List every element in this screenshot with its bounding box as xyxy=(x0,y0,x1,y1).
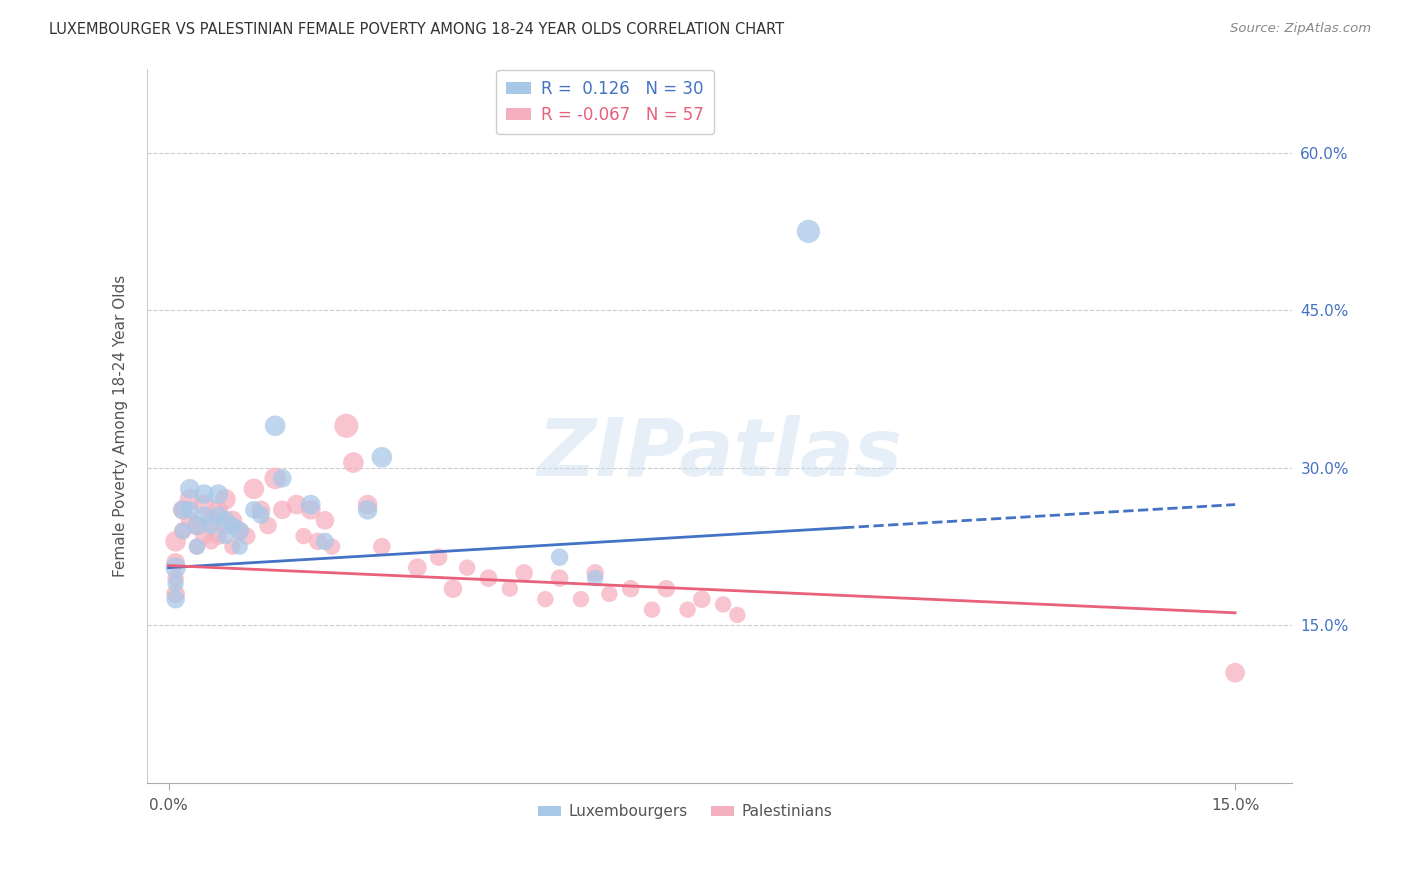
Point xyxy=(598,587,620,601)
Point xyxy=(569,592,592,607)
Point xyxy=(186,518,208,533)
Point xyxy=(221,513,243,527)
Point xyxy=(342,456,364,470)
Point xyxy=(193,529,215,543)
Point xyxy=(243,482,266,496)
Point xyxy=(165,571,187,585)
Point xyxy=(797,224,820,238)
Point xyxy=(172,503,194,517)
Point xyxy=(583,571,606,585)
Point xyxy=(165,592,187,607)
Point xyxy=(207,508,229,522)
Point xyxy=(356,498,378,512)
Point xyxy=(406,560,429,574)
Point xyxy=(193,487,215,501)
Point xyxy=(257,518,280,533)
Point xyxy=(172,524,194,538)
Point xyxy=(477,571,499,585)
Point xyxy=(250,503,273,517)
Point xyxy=(513,566,536,580)
Point xyxy=(641,602,664,616)
Point xyxy=(307,534,329,549)
Point xyxy=(243,503,266,517)
Point xyxy=(271,503,294,517)
Point xyxy=(214,518,236,533)
Point xyxy=(179,513,201,527)
Point xyxy=(179,492,201,507)
Point xyxy=(711,598,734,612)
Point xyxy=(214,492,236,507)
Point xyxy=(200,518,222,533)
Point xyxy=(676,602,699,616)
Point xyxy=(456,560,478,574)
Point xyxy=(371,450,394,465)
Y-axis label: Female Poverty Among 18-24 Year Olds: Female Poverty Among 18-24 Year Olds xyxy=(114,275,128,577)
Point xyxy=(264,418,287,433)
Point xyxy=(165,555,187,569)
Point xyxy=(725,607,748,622)
Point xyxy=(186,540,208,554)
Point xyxy=(221,540,243,554)
Text: Source: ZipAtlas.com: Source: ZipAtlas.com xyxy=(1230,22,1371,36)
Point xyxy=(271,471,294,485)
Point xyxy=(165,587,187,601)
Point xyxy=(200,534,222,549)
Point xyxy=(356,503,378,517)
Point xyxy=(314,513,336,527)
Point xyxy=(186,518,208,533)
Text: ZIPatlas: ZIPatlas xyxy=(537,416,903,493)
Point xyxy=(371,540,394,554)
Point xyxy=(264,471,287,485)
Point xyxy=(655,582,678,596)
Point xyxy=(1223,665,1246,680)
Point xyxy=(172,524,194,538)
Point xyxy=(548,571,571,585)
Point xyxy=(548,550,571,565)
Point xyxy=(620,582,643,596)
Point xyxy=(179,482,201,496)
Point xyxy=(200,513,222,527)
Point xyxy=(165,576,187,591)
Point xyxy=(179,503,201,517)
Point xyxy=(186,540,208,554)
Point xyxy=(314,534,336,549)
Point xyxy=(193,508,215,522)
Point xyxy=(172,503,194,517)
Point xyxy=(299,498,322,512)
Point xyxy=(292,529,315,543)
Point xyxy=(534,592,557,607)
Point xyxy=(583,566,606,580)
Point xyxy=(299,503,322,517)
Point xyxy=(207,487,229,501)
Point xyxy=(228,524,250,538)
Text: LUXEMBOURGER VS PALESTINIAN FEMALE POVERTY AMONG 18-24 YEAR OLDS CORRELATION CHA: LUXEMBOURGER VS PALESTINIAN FEMALE POVER… xyxy=(49,22,785,37)
Point xyxy=(228,540,250,554)
Point xyxy=(285,498,308,512)
Point xyxy=(321,540,343,554)
Point xyxy=(221,518,243,533)
Point xyxy=(250,508,273,522)
Point xyxy=(228,524,250,538)
Point xyxy=(427,550,450,565)
Point xyxy=(690,592,713,607)
Point xyxy=(335,418,357,433)
Legend: Luxembourgers, Palestinians: Luxembourgers, Palestinians xyxy=(531,798,838,825)
Point xyxy=(499,582,522,596)
Point xyxy=(207,529,229,543)
Point xyxy=(441,582,464,596)
Point xyxy=(235,529,257,543)
Point xyxy=(214,529,236,543)
Point xyxy=(165,560,187,574)
Point xyxy=(214,513,236,527)
Point xyxy=(193,498,215,512)
Point xyxy=(207,503,229,517)
Point xyxy=(165,534,187,549)
